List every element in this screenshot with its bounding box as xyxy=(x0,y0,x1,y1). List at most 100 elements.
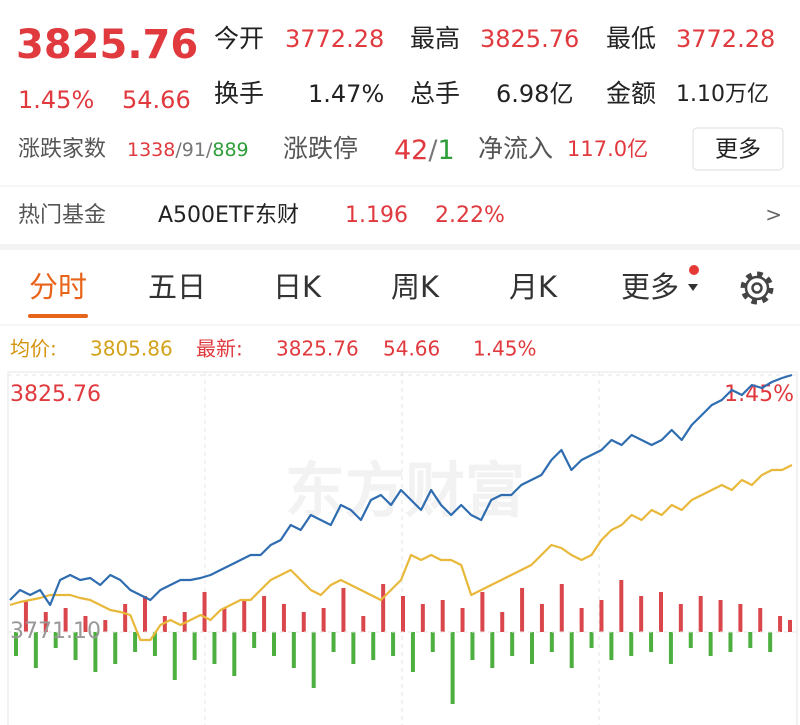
limit-label: 涨跌停 xyxy=(283,134,358,163)
flow-bar xyxy=(649,631,654,652)
tab[interactable]: 分时 xyxy=(29,270,87,304)
button-frame[interactable] xyxy=(692,127,784,171)
flow-bar xyxy=(748,631,753,648)
flow-bar xyxy=(639,595,644,632)
button-label[interactable]: 更多 xyxy=(715,137,761,163)
flow-bar xyxy=(133,631,138,652)
stat-value: 3772.28 xyxy=(676,25,775,53)
stat-label: 最高 xyxy=(410,24,460,53)
plot: 3771.10 3825.76 1.45% xyxy=(8,373,797,704)
flow-bar xyxy=(143,595,147,632)
flow-bar xyxy=(123,603,128,632)
flow-bar xyxy=(470,631,475,660)
flow-bar xyxy=(291,631,296,668)
limit-values: 42/1 xyxy=(394,135,455,166)
stat-value: 1.10万亿 xyxy=(676,82,769,107)
flow-bar xyxy=(530,631,534,664)
flow-bar xyxy=(321,607,326,632)
flow-bar xyxy=(83,615,88,632)
flow-bar xyxy=(14,631,18,656)
flow-bar xyxy=(410,631,415,672)
arrow[interactable]: > xyxy=(765,203,782,227)
stat-value: 3825.76 xyxy=(480,25,579,53)
gear-teeth[interactable] xyxy=(740,271,774,305)
flow-bar xyxy=(192,631,197,660)
index-price: 3825.76 xyxy=(16,22,198,68)
notify-dot xyxy=(689,265,699,275)
hot-fund-label[interactable]: 热门基金 xyxy=(18,203,106,228)
flow-bar xyxy=(738,603,743,632)
flow-bar xyxy=(768,631,773,652)
flow-bar xyxy=(262,595,267,632)
flow-bar xyxy=(301,611,306,632)
stat-label: 金额 xyxy=(606,79,656,108)
flow-bar xyxy=(53,631,58,648)
flow-bar xyxy=(401,595,405,632)
price-line xyxy=(9,373,793,607)
flow-bar xyxy=(629,631,634,656)
watermark: 东方财富 xyxy=(285,457,525,527)
active-underline xyxy=(28,314,88,318)
flow-bar xyxy=(371,631,376,660)
separator: / xyxy=(206,139,213,161)
flow-bar xyxy=(698,595,703,632)
settings-gear[interactable] xyxy=(740,271,774,305)
tab[interactable]: 更多 xyxy=(621,270,679,304)
flow-bar xyxy=(549,631,554,652)
flow-bar xyxy=(500,611,505,632)
flow-bar xyxy=(668,631,673,664)
breadth-label: 涨跌家数 xyxy=(18,137,106,162)
fund-price[interactable]: 1.196 xyxy=(345,203,408,228)
y-tick-label: 3771.10 xyxy=(10,619,101,644)
flow-bar xyxy=(599,599,604,632)
flow-bar xyxy=(589,631,594,648)
stat-value: 3772.28 xyxy=(285,25,384,53)
tab[interactable]: 五日 xyxy=(148,270,206,304)
tab[interactable]: 月K xyxy=(509,270,558,304)
flow-bar xyxy=(331,631,336,652)
flow-bar xyxy=(758,607,763,632)
change-pct: 1.45% xyxy=(18,86,94,114)
flow-bar xyxy=(33,631,38,668)
flow-bar xyxy=(678,603,683,632)
up-count: 1338 xyxy=(127,139,175,161)
gear-hub[interactable] xyxy=(751,282,763,294)
last-change: 54.66 xyxy=(383,337,440,361)
flow-bar xyxy=(93,631,98,672)
fund-name[interactable]: A500ETF东财 xyxy=(158,203,299,228)
flow-bar xyxy=(619,579,624,632)
flow-bar xyxy=(609,631,614,660)
flow-bar xyxy=(688,631,693,648)
dropdown-arrow xyxy=(688,284,698,291)
flow-bar xyxy=(539,603,544,632)
tab[interactable]: 日K xyxy=(273,270,322,304)
net-inflow-value: 117.0亿 xyxy=(567,137,648,161)
y-tick-label: 3825.76 xyxy=(10,382,101,407)
divider xyxy=(0,244,800,250)
tab[interactable]: 周K xyxy=(391,270,440,304)
fund-change[interactable]: 2.22% xyxy=(435,203,505,228)
breadth-values: 1338/91/889 xyxy=(127,139,249,161)
more-button[interactable]: 更多 xyxy=(692,127,784,171)
flow-bar xyxy=(718,599,723,632)
flow-bar xyxy=(172,631,177,680)
stat-label: 换手 xyxy=(214,79,264,108)
flow-bar xyxy=(460,607,465,632)
limit-down: 1 xyxy=(437,135,454,166)
avg-value: 3805.86 xyxy=(90,337,173,361)
flow-bar xyxy=(272,631,276,656)
change: 54.66 xyxy=(122,86,191,114)
flow-bar xyxy=(559,583,564,632)
net-inflow-label: 净流入 xyxy=(478,134,553,163)
gear-body[interactable] xyxy=(744,275,770,301)
flow-bar xyxy=(381,583,386,632)
separator: / xyxy=(428,135,438,166)
down-count: 889 xyxy=(212,139,248,161)
stat-label: 最低 xyxy=(606,24,656,53)
y2-tick-label: 1.45% xyxy=(724,382,794,407)
hot-fund-row[interactable]: 热门基金 A500ETF东财 1.196 2.22% > xyxy=(18,203,782,229)
flow-bar xyxy=(569,631,574,668)
